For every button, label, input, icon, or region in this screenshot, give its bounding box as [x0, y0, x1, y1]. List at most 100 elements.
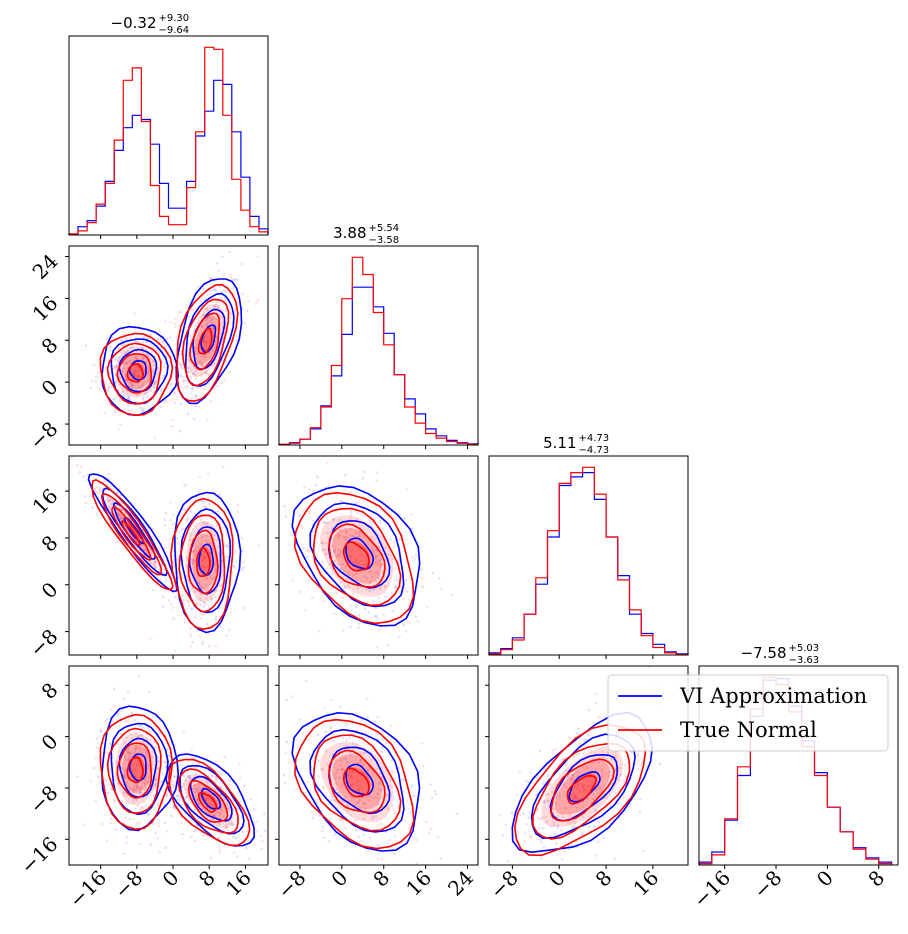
- sample-point: [184, 384, 188, 388]
- sample-point: [117, 782, 120, 786]
- sample-point: [605, 795, 608, 799]
- sample-point: [182, 508, 185, 511]
- sample-point: [393, 741, 397, 744]
- sample-point: [357, 531, 361, 535]
- sample-point: [116, 395, 119, 399]
- sample-point: [339, 759, 343, 762]
- sample-point: [119, 516, 123, 519]
- density-fill: [541, 746, 624, 828]
- sample-point: [127, 756, 131, 759]
- sample-point: [338, 555, 341, 559]
- sample-point: [338, 776, 342, 779]
- sample-point: [421, 585, 425, 588]
- sample-point: [173, 807, 177, 810]
- sample-point: [116, 712, 120, 715]
- sample-point: [197, 545, 200, 549]
- sample-point: [529, 771, 532, 774]
- sample-point: [639, 763, 643, 767]
- sample-point: [123, 352, 127, 355]
- sample-point: [200, 543, 203, 546]
- sample-point: [361, 514, 365, 517]
- sample-point: [349, 813, 352, 817]
- panel-content: [84, 250, 260, 439]
- sample-point: [208, 551, 211, 555]
- sample-point: [518, 770, 521, 774]
- contour-line: [110, 338, 169, 405]
- contour-line: [99, 713, 174, 830]
- sample-point: [284, 751, 288, 755]
- sample-point: [190, 387, 193, 390]
- sample-point: [189, 777, 193, 780]
- sample-point: [346, 584, 349, 587]
- sample-point: [391, 804, 394, 807]
- sample-point: [167, 590, 171, 593]
- sample-point: [194, 773, 197, 776]
- sample-point: [179, 429, 182, 433]
- sample-point: [140, 409, 144, 412]
- sample-point: [193, 829, 197, 833]
- panel-content: [279, 461, 453, 649]
- sample-point: [375, 549, 378, 552]
- sample-point: [148, 776, 151, 779]
- y-tick-label: 8: [37, 333, 63, 359]
- contour-line: [165, 753, 255, 847]
- sample-point: [208, 290, 212, 293]
- sample-point: [140, 750, 144, 754]
- sample-point: [121, 390, 125, 393]
- sample-point: [376, 471, 379, 474]
- sample-point: [359, 759, 363, 762]
- sample-point: [194, 766, 198, 769]
- sample-point: [115, 760, 119, 764]
- x-tick-label: 8: [194, 866, 220, 892]
- sample-point: [219, 785, 222, 789]
- y-tick-label: 16: [28, 484, 63, 519]
- sample-point: [228, 778, 231, 782]
- sample-point: [337, 548, 341, 552]
- sample-point: [203, 505, 206, 509]
- sample-point: [327, 521, 330, 525]
- sample-point: [138, 787, 142, 790]
- sample-point: [127, 751, 130, 755]
- sample-point: [205, 308, 209, 312]
- sample-point: [144, 786, 148, 789]
- sample-point: [143, 392, 147, 396]
- marginal-panel-2: 5.11 +4.73−4.73: [488, 433, 689, 659]
- sample-point: [104, 380, 108, 384]
- sample-point: [109, 817, 113, 821]
- sample-point: [546, 774, 550, 777]
- contour-line: [118, 737, 158, 798]
- sample-point: [196, 285, 200, 289]
- sample-point: [194, 377, 198, 381]
- sample-point: [341, 767, 344, 771]
- sample-point: [205, 779, 208, 782]
- sample-point: [152, 563, 156, 567]
- sample-point: [575, 732, 578, 735]
- panel-content: [70, 456, 261, 652]
- sample-point: [361, 761, 365, 764]
- sample-point: [394, 585, 397, 589]
- contour-line: [200, 787, 222, 810]
- sample-point: [323, 706, 327, 709]
- sample-point: [138, 842, 142, 846]
- sample-point: [606, 751, 610, 755]
- sample-point: [135, 745, 138, 749]
- sample-point: [338, 790, 341, 794]
- sample-point: [372, 551, 376, 555]
- sample-point: [188, 333, 191, 336]
- sample-point: [504, 823, 508, 826]
- sample-point: [246, 309, 249, 313]
- sample-point: [205, 622, 209, 626]
- sample-point: [391, 609, 395, 613]
- sample-point: [159, 389, 163, 392]
- sample-point: [179, 763, 183, 767]
- sample-point: [185, 482, 188, 486]
- sample-point: [339, 528, 343, 531]
- sample-point: [185, 795, 189, 799]
- sample-point: [365, 588, 368, 592]
- sample-point: [323, 836, 326, 840]
- sample-point: [75, 464, 79, 467]
- sample-point: [344, 536, 348, 539]
- sample-point: [90, 379, 94, 383]
- sample-point: [600, 768, 604, 771]
